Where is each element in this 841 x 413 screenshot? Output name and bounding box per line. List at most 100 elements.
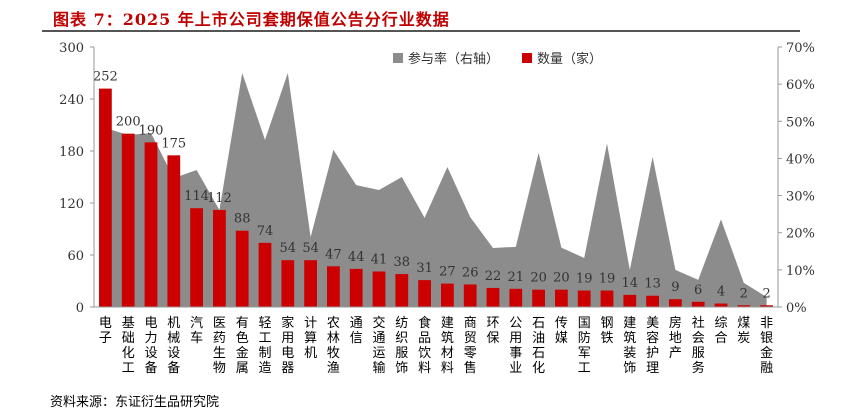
- left-tick-label: 120: [59, 197, 84, 212]
- bar-data-label: 114: [184, 189, 209, 204]
- bar-data-label: 21: [508, 270, 525, 285]
- category-label: 医药生物: [213, 316, 226, 376]
- bar-data-label: 74: [257, 224, 274, 239]
- bar-data-label: 9: [671, 280, 679, 295]
- category-label: 有色金属: [236, 316, 249, 376]
- legend-label-count: 数量（家）: [537, 51, 602, 67]
- category-label: 轻工制造: [258, 316, 271, 376]
- bar-data-label: 41: [371, 252, 388, 267]
- count-bar: [327, 266, 340, 307]
- count-bar: [600, 290, 614, 307]
- category-label: 环保: [486, 316, 499, 346]
- bar-data-label: 200: [116, 115, 141, 130]
- count-bar: [714, 303, 728, 307]
- category-label: 机械设备: [167, 316, 180, 376]
- category-label: 社会服务: [692, 315, 705, 376]
- bar-data-label: 13: [644, 277, 661, 292]
- bar-data-label: 22: [485, 269, 502, 284]
- count-bar: [669, 299, 682, 307]
- category-label: 基础化工: [122, 316, 135, 376]
- count-bar: [395, 274, 409, 307]
- count-bar: [167, 155, 181, 307]
- left-tick-label: 300: [59, 41, 84, 56]
- bar-data-label: 44: [348, 250, 365, 265]
- bar-data-label: 19: [576, 272, 593, 287]
- bar-data-label: 88: [234, 212, 251, 227]
- count-bar: [190, 208, 203, 307]
- category-label: 建筑材料: [441, 316, 454, 376]
- count-bar: [441, 283, 454, 307]
- count-bar: [144, 142, 158, 307]
- count-bar: [691, 301, 705, 307]
- category-label: 房地产: [669, 315, 682, 361]
- category-label: 公用事业: [509, 316, 522, 376]
- count-bar: [623, 294, 637, 307]
- category-label: 石油石化: [532, 316, 545, 376]
- category-label: 通信: [350, 316, 363, 346]
- left-tick-label: 60: [67, 249, 84, 264]
- category-label: 电子: [99, 316, 112, 346]
- left-tick-label: 180: [59, 145, 84, 160]
- bar-data-label: 6: [694, 283, 702, 298]
- count-bar: [121, 133, 135, 307]
- source-note: 资料来源：东证衍生品研究院: [50, 395, 220, 410]
- bar-data-label: 38: [394, 255, 411, 270]
- category-label: 交通运输: [372, 315, 385, 376]
- bar-data-label: 47: [325, 247, 342, 262]
- bar-data-label: 2: [762, 286, 770, 301]
- category-label: 计算机: [304, 316, 317, 361]
- legend-label-participation: 参与率（右轴）: [408, 51, 499, 67]
- legend-swatch-participation: [393, 53, 403, 63]
- category-label: 钢铁: [600, 316, 613, 346]
- category-label: 综合: [714, 316, 727, 346]
- left-tick-label: 0: [76, 301, 84, 316]
- bar-data-label: 14: [622, 276, 639, 291]
- category-label: 传媒: [555, 316, 568, 346]
- category-label: 电力设备: [144, 316, 157, 376]
- category-label: 汽车: [190, 316, 203, 346]
- bar-data-label: 26: [462, 265, 479, 280]
- category-label: 美容护理: [646, 316, 659, 376]
- bar-data-label: 54: [280, 241, 297, 256]
- count-bar: [737, 305, 751, 307]
- category-label: 农林牧渔: [327, 316, 340, 376]
- right-tick-label: 50%: [786, 115, 815, 130]
- category-label: 家用电器: [281, 315, 294, 376]
- count-bar: [463, 284, 477, 307]
- count-bar: [372, 271, 386, 307]
- count-bar: [486, 287, 500, 307]
- bar-data-label: 20: [530, 271, 547, 286]
- bar-data-label: 20: [553, 271, 570, 286]
- bar-data-label: 175: [161, 136, 186, 151]
- bar-data-label: 19: [599, 272, 616, 287]
- right-tick-label: 0%: [786, 301, 807, 316]
- count-bar: [418, 280, 431, 307]
- legend-swatch-count: [522, 53, 532, 63]
- right-tick-label: 30%: [786, 190, 815, 205]
- category-label: 食品饮料: [418, 315, 431, 376]
- count-bar: [509, 288, 523, 307]
- left-tick-label: 240: [59, 93, 84, 108]
- bar-data-label: 190: [139, 123, 164, 138]
- count-bar: [213, 209, 226, 307]
- count-bar: [555, 289, 568, 307]
- count-bar: [760, 305, 773, 307]
- bar-data-label: 112: [207, 191, 232, 206]
- category-label: 煤炭: [737, 316, 750, 346]
- category-label: 非银金融: [760, 316, 773, 376]
- title-divider: [42, 30, 800, 32]
- count-bar: [235, 230, 249, 307]
- right-tick-label: 40%: [786, 152, 815, 167]
- bar-data-label: 252: [93, 70, 118, 85]
- right-tick-label: 60%: [786, 78, 815, 93]
- right-tick-label: 20%: [786, 227, 815, 242]
- bar-data-label: 31: [416, 261, 433, 276]
- count-bar: [577, 290, 591, 307]
- count-bar: [99, 88, 112, 307]
- right-tick-label: 10%: [786, 264, 815, 279]
- count-bar: [281, 260, 295, 307]
- count-bar: [304, 260, 317, 307]
- count-bar: [349, 268, 363, 307]
- count-bar: [646, 295, 659, 307]
- category-label: 纺织服饰: [395, 316, 408, 376]
